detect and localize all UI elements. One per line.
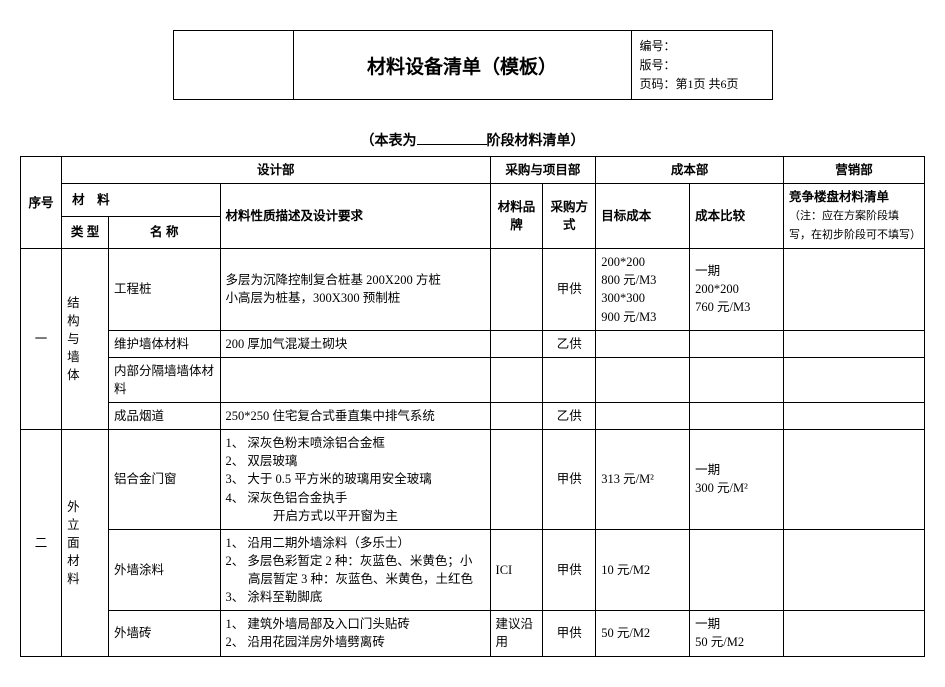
table-row: 内部分隔墙墙体材料 bbox=[21, 357, 925, 402]
cell-compare bbox=[690, 529, 784, 611]
cell-method: 甲供 bbox=[543, 611, 596, 656]
cell-name: 工程桩 bbox=[109, 249, 221, 331]
cell-name: 外墙砖 bbox=[109, 611, 221, 656]
cell-compete bbox=[784, 430, 925, 530]
th-cost: 成本部 bbox=[596, 157, 784, 184]
cell-method: 乙供 bbox=[543, 403, 596, 430]
subtitle-prefix: （本表为 bbox=[361, 134, 417, 149]
header-row-1: 序号 设计部 采购与项目部 成本部 营销部 bbox=[21, 157, 925, 184]
cell-target: 313 元/M² bbox=[596, 430, 690, 530]
header-row-2: 材 料 材料性质描述及设计要求 材料品牌 采购方式 目标成本 成本比较 竞争楼盘… bbox=[21, 184, 925, 217]
th-material: 材 料 bbox=[62, 184, 220, 217]
th-name: 名 称 bbox=[109, 216, 221, 249]
header-logo-slot bbox=[174, 31, 294, 99]
cell-method: 甲供 bbox=[543, 430, 596, 530]
table-row: 外墙砖1、 建筑外墙局部及入口门头贴砖2、 沿用花园洋房外墙劈离砖建议沿用甲供5… bbox=[21, 611, 925, 656]
cell-method: 乙供 bbox=[543, 330, 596, 357]
table-row: 一结构与墙体工程桩多层为沉降控制复合桩基 200X200 方桩小高层为桩基，30… bbox=[21, 249, 925, 331]
cell-target bbox=[596, 357, 690, 402]
table-body: 一结构与墙体工程桩多层为沉降控制复合桩基 200X200 方桩小高层为桩基，30… bbox=[21, 249, 925, 656]
cell-desc: 250*250 住宅复合式垂直集中排气系统 bbox=[220, 403, 490, 430]
cell-target: 50 元/M2 bbox=[596, 611, 690, 656]
th-method: 采购方式 bbox=[543, 184, 596, 249]
cell-desc bbox=[220, 357, 490, 402]
th-purchase-proj: 采购与项目部 bbox=[490, 157, 596, 184]
table-row: 维护墙体材料200 厚加气混凝土砌块 乙供 bbox=[21, 330, 925, 357]
subtitle-suffix: 阶段材料清单） bbox=[487, 134, 585, 149]
cell-compete bbox=[784, 357, 925, 402]
cell-desc: 1、 建筑外墙局部及入口门头贴砖2、 沿用花园洋房外墙劈离砖 bbox=[220, 611, 490, 656]
cell-brand bbox=[490, 403, 543, 430]
cell-compete bbox=[784, 529, 925, 611]
cell-target: 10 元/M2 bbox=[596, 529, 690, 611]
table-head: 序号 设计部 采购与项目部 成本部 营销部 材 料 材料性质描述及设计要求 材料… bbox=[21, 157, 925, 249]
cell-type: 外立面材料 bbox=[62, 430, 109, 656]
subtitle: （本表为 阶段材料清单） bbox=[20, 130, 925, 150]
cell-name: 铝合金门窗 bbox=[109, 430, 221, 530]
cell-desc: 200 厚加气混凝土砌块 bbox=[220, 330, 490, 357]
cell-brand bbox=[490, 249, 543, 331]
doc-meta: 编号： 版号： 页码：第1页 共6页 bbox=[632, 31, 772, 99]
doc-title: 材料设备清单（模板） bbox=[294, 31, 632, 99]
cell-compete bbox=[784, 330, 925, 357]
cell-compare bbox=[690, 330, 784, 357]
cell-compare: 一期50 元/M2 bbox=[690, 611, 784, 656]
cell-brand bbox=[490, 430, 543, 530]
th-target: 目标成本 bbox=[596, 184, 690, 249]
th-compare: 成本比较 bbox=[690, 184, 784, 249]
th-compete-title: 竞争楼盘材料清单 bbox=[789, 190, 889, 204]
cell-compare bbox=[690, 403, 784, 430]
table-row: 成品烟道250*250 住宅复合式垂直集中排气系统 乙供 bbox=[21, 403, 925, 430]
cell-brand: 建议沿用 bbox=[490, 611, 543, 656]
cell-compete bbox=[784, 403, 925, 430]
cell-brand: ICI bbox=[490, 529, 543, 611]
cell-seq: 二 bbox=[21, 430, 62, 656]
cell-desc: 多层为沉降控制复合桩基 200X200 方桩小高层为桩基，300X300 预制桩 bbox=[220, 249, 490, 331]
cell-compete bbox=[784, 611, 925, 656]
cell-brand bbox=[490, 357, 543, 402]
table-row: 外墙涂料1、 沿用二期外墙涂料（多乐士）2、 多层色彩暂定 2 种：灰蓝色、米黄… bbox=[21, 529, 925, 611]
cell-target bbox=[596, 330, 690, 357]
cell-name: 内部分隔墙墙体材料 bbox=[109, 357, 221, 402]
th-design: 设计部 bbox=[62, 157, 490, 184]
subtitle-blank bbox=[417, 131, 487, 145]
th-seq: 序号 bbox=[21, 157, 62, 249]
cell-compare: 一期300 元/M² bbox=[690, 430, 784, 530]
th-compete-note: （注：应在方案阶段填写，在初步阶段可不填写） bbox=[789, 210, 921, 241]
cell-method: 甲供 bbox=[543, 529, 596, 611]
cell-target bbox=[596, 403, 690, 430]
th-type: 类 型 bbox=[62, 216, 109, 249]
table-row: 二外立面材料铝合金门窗1、 深灰色粉末喷涂铝合金框2、 双层玻璃3、 大于 0.… bbox=[21, 430, 925, 530]
cell-desc: 1、 深灰色粉末喷涂铝合金框2、 双层玻璃3、 大于 0.5 平方米的玻璃用安全… bbox=[220, 430, 490, 530]
meta-version: 版号： bbox=[640, 56, 764, 75]
cell-desc: 1、 沿用二期外墙涂料（多乐士）2、 多层色彩暂定 2 种：灰蓝色、米黄色；小高… bbox=[220, 529, 490, 611]
material-table: 序号 设计部 采购与项目部 成本部 营销部 材 料 材料性质描述及设计要求 材料… bbox=[20, 156, 925, 657]
cell-compare bbox=[690, 357, 784, 402]
cell-method: 甲供 bbox=[543, 249, 596, 331]
cell-seq: 一 bbox=[21, 249, 62, 430]
meta-page: 页码：第1页 共6页 bbox=[640, 75, 764, 94]
th-desc: 材料性质描述及设计要求 bbox=[220, 184, 490, 249]
th-marketing: 营销部 bbox=[784, 157, 925, 184]
th-brand: 材料品牌 bbox=[490, 184, 543, 249]
cell-method bbox=[543, 357, 596, 402]
cell-name: 外墙涂料 bbox=[109, 529, 221, 611]
cell-compare: 一期200*200760 元/M3 bbox=[690, 249, 784, 331]
meta-code: 编号： bbox=[640, 37, 764, 56]
cell-type: 结构与墙体 bbox=[62, 249, 109, 430]
cell-target: 200*200800 元/M3300*300900 元/M3 bbox=[596, 249, 690, 331]
cell-compete bbox=[784, 249, 925, 331]
cell-name: 成品烟道 bbox=[109, 403, 221, 430]
th-compete: 竞争楼盘材料清单 （注：应在方案阶段填写，在初步阶段可不填写） bbox=[784, 184, 925, 249]
cell-brand bbox=[490, 330, 543, 357]
doc-header: 材料设备清单（模板） 编号： 版号： 页码：第1页 共6页 bbox=[173, 30, 773, 100]
cell-name: 维护墙体材料 bbox=[109, 330, 221, 357]
